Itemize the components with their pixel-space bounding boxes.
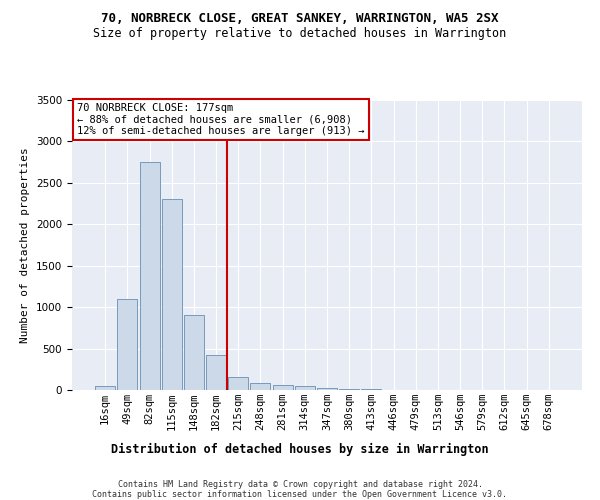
Bar — [95, 386, 115, 390]
Bar — [162, 200, 182, 390]
Bar — [206, 355, 226, 390]
Text: 70, NORBRECK CLOSE, GREAT SANKEY, WARRINGTON, WA5 2SX: 70, NORBRECK CLOSE, GREAT SANKEY, WARRIN… — [101, 12, 499, 26]
Bar — [184, 316, 204, 390]
Text: 70 NORBRECK CLOSE: 177sqm
← 88% of detached houses are smaller (6,908)
12% of se: 70 NORBRECK CLOSE: 177sqm ← 88% of detac… — [77, 103, 365, 136]
Bar — [295, 386, 315, 390]
Bar — [272, 386, 293, 390]
Bar — [118, 299, 137, 390]
Bar — [317, 388, 337, 390]
Bar — [250, 382, 271, 390]
Y-axis label: Number of detached properties: Number of detached properties — [20, 147, 31, 343]
Text: Size of property relative to detached houses in Warrington: Size of property relative to detached ho… — [94, 28, 506, 40]
Bar — [339, 389, 359, 390]
Text: Distribution of detached houses by size in Warrington: Distribution of detached houses by size … — [111, 442, 489, 456]
Text: Contains HM Land Registry data © Crown copyright and database right 2024.
Contai: Contains HM Land Registry data © Crown c… — [92, 480, 508, 500]
Bar — [228, 376, 248, 390]
Bar — [140, 162, 160, 390]
